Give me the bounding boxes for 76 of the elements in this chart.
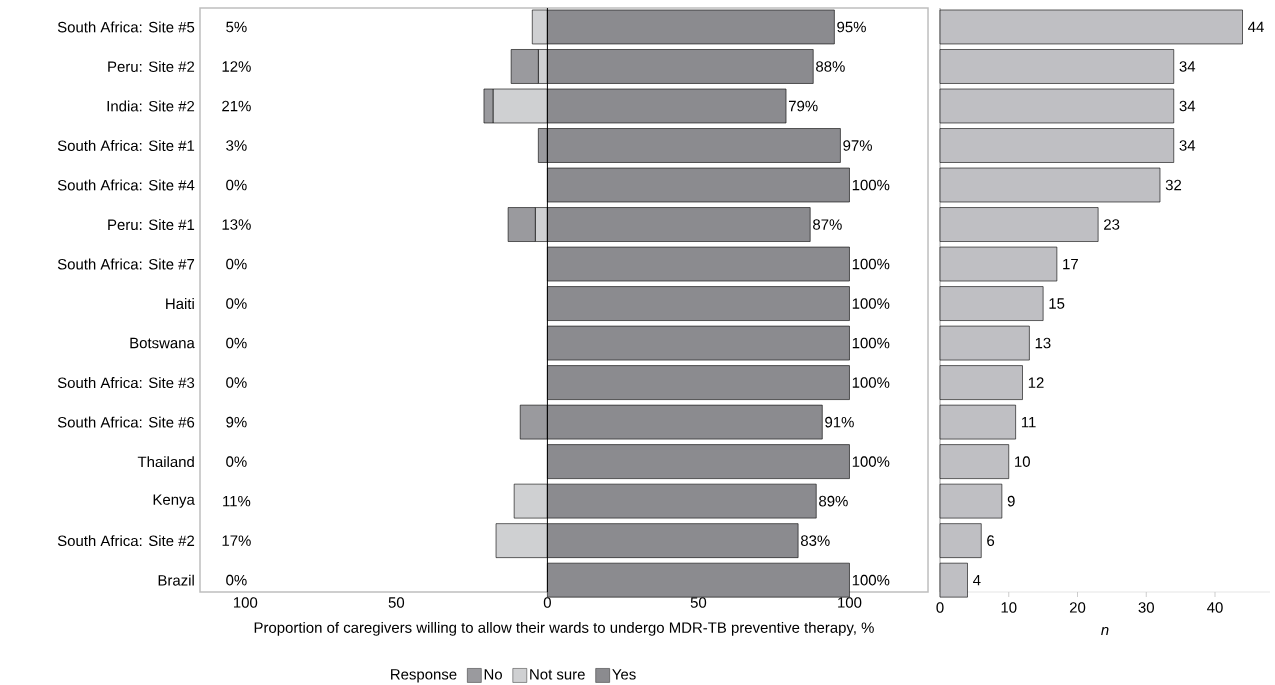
y-tick-label: Brazil — [158, 574, 194, 586]
y-tick-label: Thailand — [137, 456, 194, 468]
annotation: 0% — [226, 258, 247, 270]
annotation: 13% — [222, 219, 251, 230]
y-tick-label: South Africa: Site #7 — [57, 258, 195, 270]
legend-title: Response — [391, 669, 457, 683]
x-tick-label: 10 — [1001, 602, 1017, 613]
annotation: 9% — [226, 416, 247, 428]
y-tick-label: Botswana — [130, 337, 195, 349]
x-tick-label: 0 — [936, 602, 944, 613]
annotation: 3% — [226, 140, 247, 151]
y-tick-label: South Africa: Site #2 — [57, 535, 195, 547]
data-label: 44 — [1248, 21, 1264, 33]
x-tick-label: 100 — [838, 597, 862, 608]
y-tick-label: South Africa: Site #1 — [57, 140, 195, 151]
data-label: 6 — [987, 535, 995, 546]
y-tick-label: Kenya — [153, 494, 195, 508]
annotation: 0% — [226, 298, 247, 309]
data-label: 4 — [973, 575, 981, 586]
annotation: 11% — [223, 495, 251, 507]
x-axis-title: Proportion of caregivers willing to allow their wards to undergo MDR-TB preventive therapy, % — [254, 621, 874, 636]
data-label: 12 — [1028, 377, 1044, 388]
data-label: 10 — [1015, 456, 1030, 467]
data-label: 23 — [1104, 219, 1120, 230]
data-label: 34 — [1179, 140, 1196, 151]
annotation: 0% — [226, 456, 247, 467]
x-tick-label: 0 — [543, 597, 551, 608]
data-label: 88% — [816, 61, 845, 72]
data-label: 34 — [1179, 100, 1196, 112]
x-tick-label: 40 — [1207, 602, 1223, 613]
y-tick-label: Peru: Site #1 — [108, 219, 195, 231]
y-tick-label: South Africa: Site #6 — [57, 416, 195, 428]
data-label: 100% — [852, 574, 890, 586]
data-label: 13 — [1035, 337, 1051, 349]
annotation: 12% — [222, 61, 251, 72]
legend-label: Yes — [612, 669, 636, 680]
annotation: 0% — [226, 574, 247, 586]
legend-label: No — [484, 669, 502, 680]
data-label: 95% — [837, 21, 866, 33]
annotation: 21% — [222, 100, 251, 112]
annotation: 0% — [226, 337, 247, 349]
data-label: 100% — [852, 456, 890, 467]
data-label: 89% — [819, 495, 848, 507]
annotation: 17% — [222, 535, 251, 546]
data-label: 87% — [813, 219, 842, 230]
data-label: 15 — [1049, 298, 1065, 309]
data-label: 100% — [852, 298, 890, 309]
x-tick-label: 30 — [1138, 602, 1154, 613]
x-tick-label: 20 — [1069, 602, 1086, 613]
y-tick-label: Peru: Site #2 — [108, 60, 195, 72]
data-label: 100% — [852, 377, 890, 388]
annotation: 0% — [226, 179, 247, 191]
legend-label: Not sure — [530, 669, 585, 680]
x-axis-title: n — [1101, 626, 1109, 635]
y-tick-label: Haiti — [166, 298, 194, 310]
data-label: 9 — [1007, 495, 1015, 507]
annotation: 5% — [226, 21, 247, 33]
data-label: 32 — [1165, 179, 1182, 191]
data-label: 79% — [789, 100, 818, 112]
data-label: 34 — [1179, 61, 1196, 72]
y-tick-label: India: Site #2 — [107, 100, 195, 112]
data-label: 100% — [852, 258, 890, 270]
data-label: 100% — [852, 179, 890, 191]
y-tick-label: South Africa: Site #5 — [57, 21, 195, 33]
data-label: 17 — [1063, 258, 1078, 270]
data-label: 11 — [1021, 416, 1036, 428]
annotation: 0% — [226, 377, 247, 388]
y-tick-label: South Africa: Site #4 — [57, 179, 195, 191]
data-label: 83% — [800, 535, 830, 546]
x-tick-label: 50 — [388, 597, 405, 608]
data-label: 91% — [825, 416, 854, 428]
data-label: 100% — [852, 337, 890, 349]
x-tick-label: 50 — [690, 597, 707, 608]
data-label: 97% — [843, 140, 872, 151]
x-tick-label: 100 — [233, 597, 258, 608]
y-tick-label: South Africa: Site #3 — [57, 377, 195, 389]
